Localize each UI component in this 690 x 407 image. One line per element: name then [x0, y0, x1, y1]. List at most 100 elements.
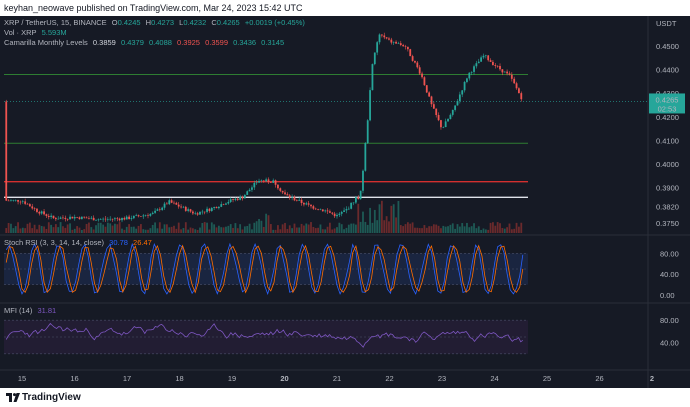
candle-body [440, 120, 442, 128]
volume-bar [461, 223, 464, 233]
candle-body [470, 71, 473, 73]
volume-bar [241, 229, 244, 233]
legend-volume-row: Vol · XRP 5.593M [4, 28, 70, 38]
candle-body [106, 219, 109, 220]
candle-body [444, 121, 447, 128]
volume-bar [518, 226, 520, 233]
candle-body [26, 203, 29, 205]
candle-body [255, 182, 258, 184]
volume-bar [125, 226, 128, 233]
candle-body [447, 118, 449, 122]
candle-body [151, 212, 154, 214]
candle-body [480, 57, 483, 62]
legend-mfi-row: MFI (14) 31.81 [4, 306, 59, 316]
legend-cam-value: 0.4088 [148, 38, 172, 47]
candle-body [291, 197, 294, 198]
volume-bar [310, 222, 312, 233]
x-tick-label: 20 [280, 374, 288, 383]
chart-area[interactable]: USDT0.45000.44000.43000.42000.41000.4000… [0, 16, 690, 388]
candle-body [239, 196, 242, 200]
volume-bar [388, 221, 390, 233]
candle-body [253, 183, 256, 188]
volume-bar [449, 224, 452, 233]
candle-body [260, 180, 263, 182]
volume-bar [293, 223, 296, 233]
volume-bar [286, 228, 289, 233]
volume-bar [144, 229, 147, 233]
volume-bar [513, 228, 516, 233]
candle-body [482, 55, 485, 58]
volume-bar [355, 224, 357, 233]
footer-bar: TradingView [0, 388, 690, 407]
candle-body [118, 218, 121, 221]
candle-body [293, 197, 296, 201]
y-tick-label: 0.4000 [656, 160, 679, 169]
volume-bar [189, 227, 192, 233]
candle-body [40, 211, 43, 214]
chart-svg[interactable]: USDT0.45000.44000.43000.42000.41000.4000… [0, 16, 690, 388]
candle-body [473, 66, 475, 72]
volume-bar [411, 222, 414, 233]
volume-bar [395, 217, 397, 233]
candle-body [310, 204, 312, 207]
volume-bar [383, 220, 386, 233]
volume-bar [406, 222, 409, 233]
volume-bar [364, 221, 367, 233]
volume-bar [251, 229, 253, 233]
legend-low: 0.4232 [183, 18, 207, 27]
volume-bar [312, 226, 315, 233]
y-tick-label: 0.3900 [656, 184, 679, 193]
candle-body [156, 209, 159, 211]
legend-cam-value: 0.3145 [261, 38, 285, 47]
candle-body [466, 78, 468, 82]
candle-body [116, 218, 119, 219]
candle-body [333, 213, 336, 217]
candle-body [432, 104, 435, 109]
candle-body [111, 218, 114, 220]
candle-body [161, 207, 164, 210]
candle-body [54, 218, 57, 220]
volume-bar [140, 224, 142, 233]
candle-body [319, 209, 322, 211]
volume-bar [222, 227, 225, 233]
candle-body [109, 218, 112, 220]
candle-body [286, 194, 289, 196]
volume-bar [430, 226, 433, 233]
volume-bar [272, 229, 275, 233]
candle-body [357, 197, 360, 200]
volume-bar [132, 226, 135, 233]
candle-body [421, 73, 423, 78]
volume-bar [239, 224, 242, 233]
candle-body [428, 92, 431, 97]
volume-bar [246, 226, 249, 233]
volume-bar [14, 226, 17, 233]
candle-body [19, 201, 22, 203]
volume-bar [88, 222, 90, 233]
candle-body [83, 216, 86, 218]
volume-bar [194, 229, 197, 233]
volume-bar [166, 224, 168, 233]
candle-body [437, 115, 440, 121]
candle-body [274, 180, 277, 185]
volume-bar [333, 228, 336, 233]
candle-body [168, 200, 171, 205]
candle-body [149, 213, 152, 216]
brand-name: TradingView [22, 392, 81, 403]
candle-body [232, 199, 234, 200]
header-bar: keyhan_neowave published on TradingView.… [0, 0, 690, 16]
candle-body [484, 55, 487, 57]
candle-body [423, 77, 426, 86]
volume-bar [416, 227, 419, 233]
x-tick-label: 19 [228, 374, 236, 383]
candle-body [416, 62, 419, 68]
volume-bar [397, 200, 400, 233]
volume-bar [402, 226, 405, 233]
candle-body [435, 108, 438, 116]
y-tick-label: 0.4200 [656, 113, 679, 122]
legend-open-key: O [111, 18, 118, 27]
volume-bar [470, 226, 473, 233]
volume-bar [444, 226, 447, 233]
volume-bar [92, 229, 95, 233]
volume-bar [496, 222, 499, 233]
candle-body [513, 78, 516, 84]
